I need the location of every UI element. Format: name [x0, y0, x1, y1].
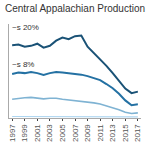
- svg-text:~s 20%: ~s 20%: [12, 23, 39, 32]
- svg-text:2011: 2011: [96, 124, 105, 142]
- svg-text:2005: 2005: [58, 124, 67, 142]
- svg-text:2003: 2003: [45, 124, 54, 142]
- svg-text:2007: 2007: [71, 124, 80, 142]
- svg-text:~s 8%: ~s 8%: [12, 60, 34, 69]
- svg-text:2013: 2013: [108, 124, 117, 142]
- svg-text:2015: 2015: [121, 124, 130, 142]
- svg-text:1997: 1997: [8, 124, 17, 142]
- svg-text:Central Appalachian Production: Central Appalachian Production: [5, 3, 145, 14]
- svg-text:2017: 2017: [133, 124, 142, 142]
- svg-text:2001: 2001: [33, 124, 42, 142]
- svg-text:1999: 1999: [20, 124, 29, 142]
- svg-text:2009: 2009: [83, 124, 92, 142]
